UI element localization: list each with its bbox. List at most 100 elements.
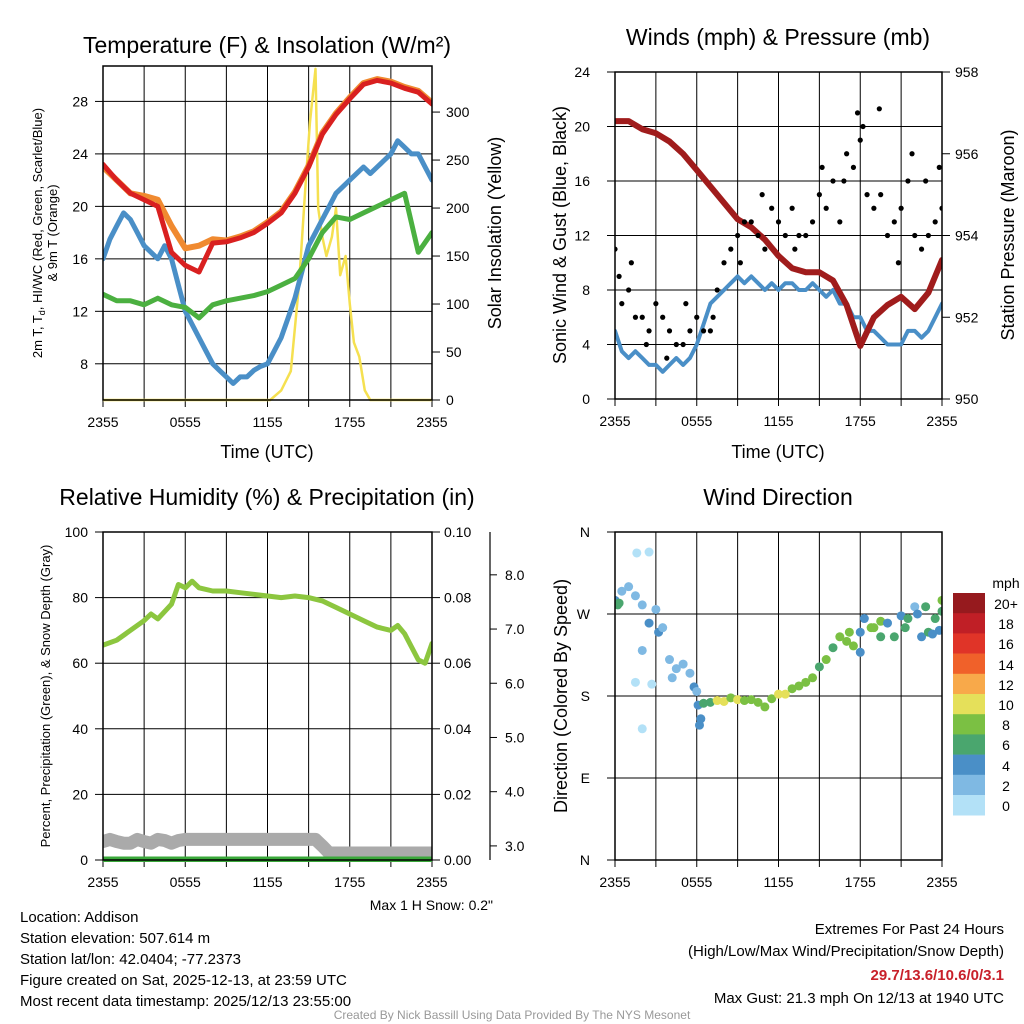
- x-tick-label: 1155: [763, 874, 793, 890]
- gust-point: [837, 219, 843, 225]
- snow-depth-line: [103, 832, 432, 860]
- gust-point: [841, 178, 847, 184]
- wind-direction-point: [855, 627, 865, 637]
- gust-point: [898, 205, 904, 211]
- gust-point: [895, 260, 902, 266]
- x-tick-label: 1755: [845, 874, 876, 890]
- gust-point: [823, 205, 829, 211]
- wind-direction-point: [665, 655, 674, 665]
- wind-direction-point: [842, 636, 852, 646]
- x-tick-label: 1155: [252, 414, 282, 430]
- y2-tick-label: 952: [955, 309, 979, 325]
- plot-area: [615, 547, 942, 734]
- y-tick-label: 20: [574, 119, 590, 135]
- extremes-values: 29.7/13.6/10.6/0/3.1: [871, 967, 1004, 984]
- extremes-title: Extremes For Past 24 Hours: [815, 921, 1004, 938]
- y-tick-label: 28: [72, 93, 88, 109]
- wind-direction-point: [794, 681, 804, 691]
- wind-direction-point: [903, 614, 913, 624]
- y2-tick-label: 950: [955, 391, 979, 407]
- x-tick-label: 1755: [845, 413, 876, 429]
- wind-direction-point: [624, 582, 634, 592]
- snow-tick-label: 5.0: [505, 729, 525, 745]
- wind-direction-point: [705, 697, 715, 707]
- gust-point: [782, 232, 788, 239]
- gust-point: [923, 178, 929, 184]
- max-snow-label: Max 1 H Snow: 0.2": [370, 897, 493, 913]
- created-text: Figure created on Sat, 2025-12-13, at 23…: [20, 972, 347, 989]
- y2-tick-label: 0.06: [444, 655, 471, 671]
- colorbar-unit-label: mph: [992, 575, 1019, 591]
- gust-point: [683, 301, 689, 307]
- x-tick-label: 0555: [681, 874, 712, 890]
- gust-point: [912, 232, 918, 239]
- y-tick-label: 12: [574, 228, 590, 244]
- gust-point: [850, 164, 857, 170]
- gust-point: [694, 314, 700, 320]
- wind-direction-point: [934, 625, 942, 635]
- x-tick-label: 1155: [252, 874, 282, 890]
- y-tick-label: 16: [574, 173, 590, 189]
- y-tick-label: N: [580, 524, 590, 540]
- wind-direction-point: [719, 696, 729, 706]
- y-tick-label: 8: [582, 282, 590, 298]
- wind-direction-point: [692, 686, 702, 696]
- gust-point: [653, 301, 659, 307]
- gust-point: [878, 192, 884, 198]
- gust-point: [857, 137, 863, 143]
- x-tick-label: 1155: [763, 413, 793, 429]
- gust-point: [735, 232, 741, 239]
- gust-point: [871, 205, 877, 211]
- gust-point: [687, 328, 693, 334]
- x-tick-label: 2355: [599, 413, 630, 429]
- x-tick-label: 2355: [926, 874, 957, 890]
- y2-tick-label: 0.00: [444, 852, 471, 868]
- gust-point: [646, 328, 652, 334]
- y2-tick-label: 0.10: [444, 524, 471, 540]
- winds-ylabel: Sonic Wind & Gust (Blue, Black): [550, 106, 570, 364]
- wind-direction-point: [678, 659, 688, 669]
- gust-point: [639, 314, 645, 320]
- y2-tick-label: 958: [955, 64, 979, 80]
- y2-tick-label: 954: [955, 228, 979, 244]
- sonic-wind-line: [615, 274, 942, 374]
- y2-tick-label: 956: [955, 146, 979, 162]
- wind-direction-point: [694, 720, 704, 730]
- gust-point: [666, 328, 673, 334]
- colorbar-swatch: [953, 795, 985, 816]
- temperature-ylabel: 2m T, Td, HI/WC (Red, Green, Scarlet/Blu…: [30, 108, 47, 358]
- gust-point: [628, 260, 634, 266]
- y-tick-label: 0: [80, 852, 88, 868]
- colorbar-label: 18: [998, 616, 1014, 632]
- gust-point: [844, 151, 850, 157]
- wind-direction-point: [615, 598, 624, 608]
- y-tick-label: 40: [72, 721, 88, 737]
- wind-direction-ylabel: Direction (Colored By Speed): [551, 579, 571, 813]
- insolation-ylabel: Solar Insolation (Yellow): [485, 137, 505, 329]
- humidity-chart-title: Relative Humidity (%) & Precipitation (i…: [59, 484, 474, 510]
- wind-direction-point: [637, 600, 647, 610]
- colorbar-label: 12: [998, 677, 1014, 693]
- gust-point: [728, 246, 734, 252]
- gust-point: [714, 287, 720, 293]
- wind-direction-point: [767, 694, 777, 704]
- wind-direction-point: [910, 602, 920, 612]
- wind-direction-point: [637, 724, 647, 734]
- y-tick-label: S: [581, 688, 590, 704]
- wind-direction-point: [753, 697, 763, 707]
- plot-frame: [102, 531, 433, 861]
- wind-direction-chart-title: Wind Direction: [703, 484, 853, 510]
- temperature-plot: 8 12 16 20 24 28 2355 0555 1155 1755 2355 0 50 100 150…: [72, 65, 470, 430]
- wind-direction-point: [617, 586, 627, 596]
- gust-point: [737, 260, 743, 266]
- gust-point: [884, 232, 891, 239]
- wind-direction-point: [937, 606, 942, 616]
- gust-point: [830, 178, 836, 184]
- colorbar-swatch: [953, 653, 985, 675]
- plot-area: [615, 106, 942, 374]
- winds-plot: 0 4 8 12 16 20 24 2355 0555 1155 1755 2355 950 952 954…: [574, 64, 978, 429]
- x-tick-label: 0555: [170, 414, 201, 430]
- wind-direction-point: [937, 595, 942, 605]
- y-tick-label: 12: [72, 303, 88, 319]
- plot-frame: [102, 65, 433, 401]
